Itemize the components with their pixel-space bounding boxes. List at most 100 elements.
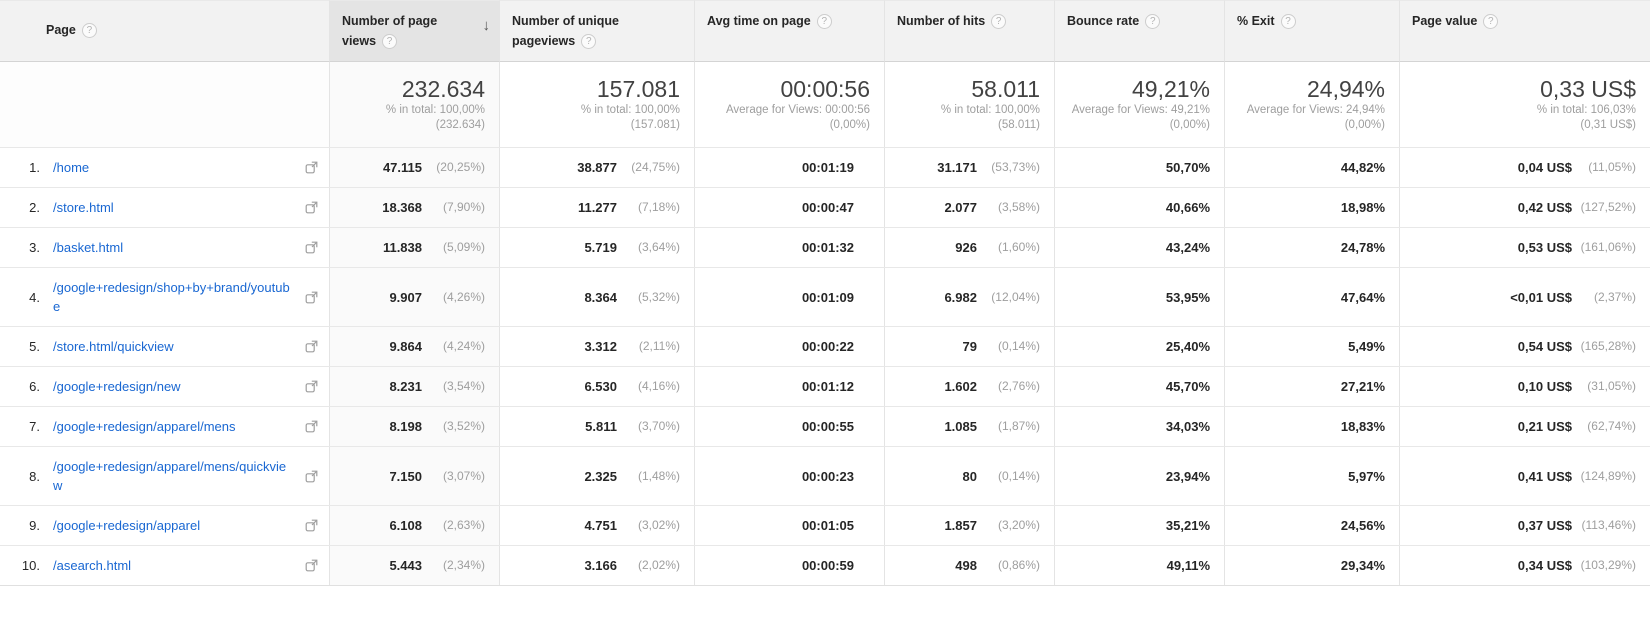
summary-subtext: (0,00%)	[829, 119, 870, 131]
open-in-new-icon[interactable]	[304, 558, 319, 573]
help-icon[interactable]: ?	[81, 23, 97, 38]
exit-cell: 18,98%	[1225, 188, 1400, 227]
unique-pageviews-value: 11.277	[577, 200, 617, 215]
page-link[interactable]: /home	[53, 160, 90, 175]
page-link[interactable]: /google+redesign/apparel/mens/quickview	[53, 459, 287, 493]
rank-label: 4.	[29, 289, 40, 305]
unique-pageviews-value: 3.312	[584, 339, 617, 354]
page-value-percent: (124,89%)	[1580, 468, 1636, 483]
pageviews-value: 8.198	[389, 419, 422, 434]
avg-time-value: 00:00:55	[801, 419, 854, 434]
column-label: Number of hits	[897, 14, 986, 28]
summary-page-value: 0,33 US$ % in total: 106,03% (0,31 US$)	[1400, 62, 1650, 147]
bounce-rate-cell: 45,70%	[1055, 367, 1225, 406]
help-icon[interactable]: ?	[382, 34, 398, 49]
column-header-page[interactable]: Page?	[0, 0, 330, 62]
pageviews-cell: 7.150 (3,07%)	[330, 447, 500, 505]
pageviews-percent: (2,34%)	[442, 558, 485, 572]
table-body: 1. /home 47.115 (20,25%) 38.877 (24,75%)…	[0, 147, 1650, 585]
pageviews-value: 18.368	[382, 200, 422, 215]
open-in-new-icon[interactable]	[304, 379, 319, 394]
open-in-new-icon[interactable]	[304, 290, 319, 305]
page-link[interactable]: /google+redesign/apparel/mens	[53, 419, 236, 434]
column-header-page-value[interactable]: Page value?	[1400, 0, 1650, 62]
help-icon[interactable]: ?	[816, 14, 832, 29]
bounce-rate-cell: 53,95%	[1055, 268, 1225, 326]
page-value-cell: 0,04 US$ (11,05%)	[1400, 148, 1650, 187]
open-in-new-icon[interactable]	[304, 518, 319, 533]
help-icon[interactable]: ?	[1280, 14, 1296, 29]
unique-pageviews-cell: 11.277 (7,18%)	[500, 188, 695, 227]
page-value-value: 0,53 US$	[1517, 240, 1572, 255]
help-icon[interactable]: ?	[1145, 14, 1161, 29]
page-link[interactable]: /basket.html	[53, 240, 124, 255]
column-header-exit[interactable]: % Exit?	[1225, 0, 1400, 62]
pages-report-table: Page? Number of page views? ↓ Number of …	[0, 0, 1650, 586]
unique-pageviews-value: 38.877	[577, 160, 617, 175]
table-row: 7. /google+redesign/apparel/mens 8.198 (…	[0, 406, 1650, 446]
bounce-rate-cell: 43,24%	[1055, 228, 1225, 267]
open-in-new-icon[interactable]	[304, 339, 319, 354]
unique-pageviews-cell: 3.166 (2,02%)	[500, 546, 695, 585]
unique-pageviews-value: 5.811	[585, 419, 617, 434]
open-in-new-icon[interactable]	[304, 469, 319, 484]
summary-pageviews: 232.634 % in total: 100,00% (232.634)	[330, 62, 500, 147]
rank-label: 10.	[21, 558, 40, 573]
hits-cell: 6.982 (12,04%)	[885, 268, 1055, 326]
page-cell: 10. /asearch.html	[0, 546, 330, 585]
open-in-new-icon[interactable]	[304, 240, 319, 255]
column-header-avg-time[interactable]: Avg time on page?	[695, 0, 885, 62]
unique-pageviews-percent: (5,32%)	[637, 289, 680, 304]
avg-time-cell: 00:01:19	[695, 148, 885, 187]
open-in-new-icon[interactable]	[304, 160, 319, 175]
unique-pageviews-percent: (1,48%)	[637, 468, 680, 483]
table-row: 1. /home 47.115 (20,25%) 38.877 (24,75%)…	[0, 147, 1650, 187]
summary-subtext: % in total: 100,00%	[940, 104, 1040, 116]
avg-time-cell: 00:00:23	[695, 447, 885, 505]
unique-pageviews-percent: (2,02%)	[637, 558, 680, 572]
open-in-new-icon[interactable]	[304, 200, 319, 215]
hits-percent: (2,76%)	[997, 379, 1040, 393]
hits-percent: (0,14%)	[997, 468, 1040, 483]
hits-cell: 31.171 (53,73%)	[885, 148, 1055, 187]
exit-cell: 5,97%	[1225, 447, 1400, 505]
open-in-new-icon[interactable]	[304, 419, 319, 434]
page-link[interactable]: /google+redesign/shop+by+brand/youtube	[53, 280, 290, 314]
avg-time-cell: 00:00:47	[695, 188, 885, 227]
pageviews-cell: 11.838 (5,09%)	[330, 228, 500, 267]
page-link[interactable]: /google+redesign/apparel	[53, 518, 201, 533]
page-link[interactable]: /google+redesign/new	[53, 379, 181, 394]
unique-pageviews-percent: (24,75%)	[631, 160, 680, 174]
avg-time-cell: 00:01:09	[695, 268, 885, 326]
help-icon[interactable]: ?	[991, 14, 1007, 29]
page-link[interactable]: /asearch.html	[53, 558, 132, 573]
page-value-percent: (31,05%)	[1587, 379, 1636, 393]
bounce-rate-value: 35,21%	[1165, 518, 1210, 533]
pageviews-cell: 6.108 (2,63%)	[330, 506, 500, 545]
table-row: 4. /google+redesign/shop+by+brand/youtub…	[0, 267, 1650, 326]
page-value-value: 0,10 US$	[1517, 379, 1572, 394]
help-icon[interactable]: ?	[1483, 14, 1499, 29]
rank-label: 3.	[29, 240, 40, 255]
column-header-unique-pageviews[interactable]: Number of unique pageviews?	[500, 0, 695, 62]
column-header-bounce-rate[interactable]: Bounce rate?	[1055, 0, 1225, 62]
page-value-cell: 0,41 US$ (124,89%)	[1400, 447, 1650, 505]
rank-label: 6.	[29, 379, 40, 394]
exit-value: 24,56%	[1340, 518, 1385, 533]
hits-value: 1.857	[944, 518, 977, 533]
avg-time-value: 00:00:59	[801, 558, 854, 573]
summary-page-cell	[0, 62, 330, 147]
pageviews-percent: (20,25%)	[436, 160, 485, 174]
page-value-percent: (2,37%)	[1593, 289, 1636, 304]
page-link[interactable]: /store.html/quickview	[53, 339, 174, 354]
avg-time-cell: 00:00:22	[695, 327, 885, 366]
help-icon[interactable]: ?	[581, 34, 597, 49]
pageviews-percent: (5,09%)	[442, 240, 485, 254]
column-header-hits[interactable]: Number of hits?	[885, 0, 1055, 62]
pageviews-cell: 9.864 (4,24%)	[330, 327, 500, 366]
pageviews-cell: 8.231 (3,54%)	[330, 367, 500, 406]
column-header-pageviews[interactable]: Number of page views? ↓	[330, 0, 500, 62]
page-cell: 1. /home	[0, 148, 330, 187]
rank-label: 1.	[29, 160, 40, 175]
page-link[interactable]: /store.html	[53, 200, 114, 215]
